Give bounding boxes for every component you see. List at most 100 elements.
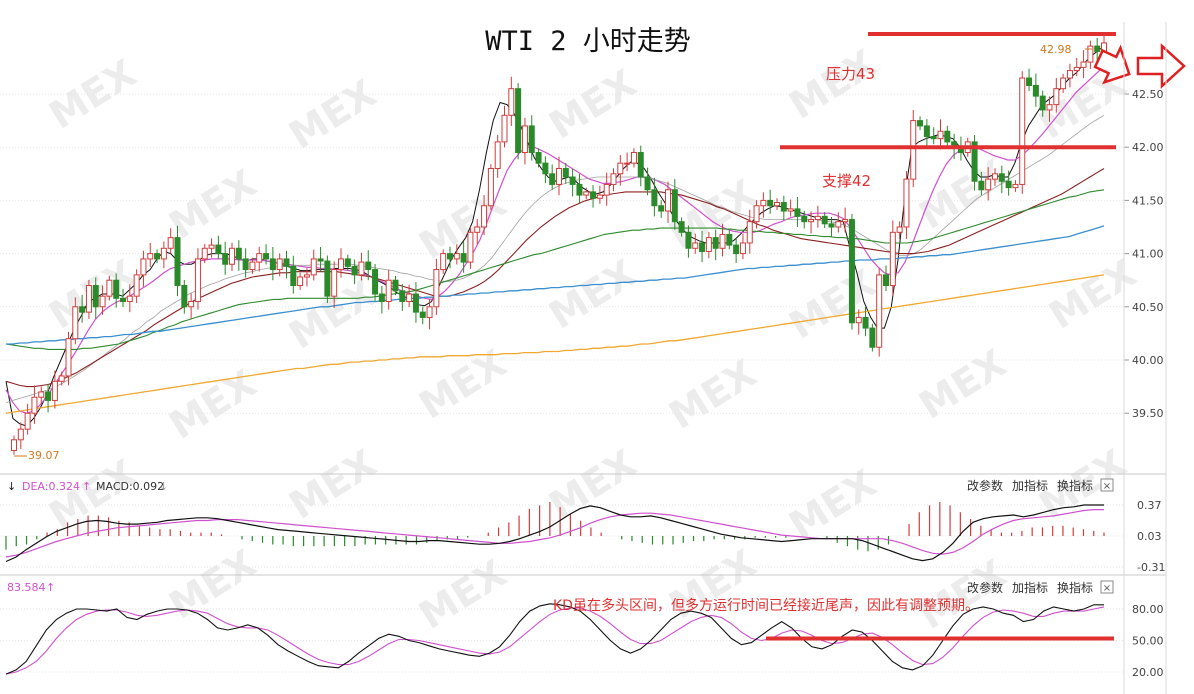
candle-body bbox=[331, 269, 338, 297]
candle-body bbox=[358, 261, 365, 276]
kd-annotation: KD虽在多头区间，但多方运行时间已经接近尾声，因此有调整预期。 bbox=[553, 597, 979, 614]
candle-body bbox=[794, 208, 801, 217]
candle-body bbox=[113, 279, 120, 299]
candle-body bbox=[501, 114, 508, 143]
up-arrow-icon: ↑ bbox=[46, 581, 55, 594]
candle-body bbox=[1032, 84, 1039, 97]
dea-value: DEA:0.324 bbox=[22, 480, 80, 493]
candle-body bbox=[678, 221, 685, 233]
candle-body bbox=[38, 391, 45, 398]
candle-body bbox=[45, 391, 52, 401]
close-icon[interactable] bbox=[1100, 478, 1114, 492]
red-arrow-icon bbox=[1093, 43, 1186, 89]
switch-indicator-button[interactable]: 换指标 bbox=[1057, 478, 1093, 493]
candle-body bbox=[433, 269, 440, 308]
candle-body bbox=[569, 176, 576, 185]
candle-body bbox=[733, 244, 740, 255]
candle-body bbox=[562, 167, 569, 178]
candle-body bbox=[194, 258, 201, 302]
kd-axis: 80.00 50.00 20.00 bbox=[1132, 603, 1164, 679]
candle-body bbox=[378, 293, 385, 302]
candle-body bbox=[896, 226, 903, 233]
candle-body bbox=[726, 233, 733, 246]
candle-body bbox=[242, 258, 249, 271]
up-arrow-icon: ↑ bbox=[82, 480, 91, 493]
candle-body bbox=[487, 167, 494, 207]
candle-body bbox=[426, 306, 433, 318]
change-params-button[interactable]: 改参数 bbox=[967, 478, 1003, 493]
candle-body bbox=[808, 219, 815, 223]
candle-body bbox=[637, 152, 644, 178]
candle-body bbox=[889, 231, 896, 287]
candle-body bbox=[467, 231, 474, 263]
candle-body bbox=[671, 189, 678, 223]
macd-tick-label: -0.31 bbox=[1137, 561, 1165, 574]
candle-body bbox=[1026, 77, 1033, 86]
down-arrow-icon: ↓ bbox=[7, 480, 16, 493]
candle-body bbox=[51, 380, 58, 401]
candle-body bbox=[903, 178, 910, 228]
candle-body bbox=[978, 180, 985, 191]
candle-body bbox=[147, 253, 154, 260]
macd-line-macd bbox=[5, 504, 1104, 563]
candle-body bbox=[460, 253, 467, 263]
candle-body bbox=[528, 125, 535, 154]
add-indicator-button[interactable]: 加指标 bbox=[1012, 478, 1048, 493]
candle-body bbox=[310, 258, 317, 276]
candle-body bbox=[1012, 183, 1019, 189]
candle-body bbox=[215, 244, 222, 255]
candle-body bbox=[624, 162, 631, 165]
candle-body bbox=[630, 152, 637, 164]
candle-body bbox=[821, 215, 828, 225]
macd-toolbar: 改参数 加指标 换指标 × bbox=[967, 478, 1114, 493]
candle-body bbox=[556, 167, 562, 185]
macd-value: MACD:0.092 bbox=[96, 480, 164, 493]
candle-body bbox=[133, 274, 140, 297]
candle-body bbox=[303, 274, 310, 278]
candle-body bbox=[297, 276, 304, 287]
add-indicator-button[interactable]: 加指标 bbox=[1012, 580, 1048, 595]
candle-body bbox=[399, 290, 406, 302]
candle-body bbox=[862, 316, 869, 329]
candle-body bbox=[99, 295, 106, 308]
kd-header: 83.584 ↑ bbox=[7, 581, 55, 594]
candle-body bbox=[85, 285, 92, 313]
candle-body bbox=[1046, 104, 1053, 111]
candle-body bbox=[712, 237, 719, 249]
price-axis: 39.50 40.00 40.50 41.00 41.50 42.00 42.50 bbox=[1124, 88, 1164, 420]
resistance-label: 压力43 bbox=[826, 65, 875, 83]
candle-body bbox=[787, 208, 794, 212]
ma-line-ma20 bbox=[5, 114, 1105, 403]
candle-body bbox=[126, 295, 133, 302]
candle-body bbox=[453, 253, 460, 260]
candle-body bbox=[120, 297, 126, 302]
change-params-button[interactable]: 改参数 bbox=[967, 580, 1003, 595]
candle-body bbox=[201, 247, 208, 260]
candle-body bbox=[699, 242, 706, 252]
price-tick-label: 40.50 bbox=[1132, 301, 1164, 314]
candle-body bbox=[1066, 70, 1073, 79]
switch-indicator-button[interactable]: 换指标 bbox=[1057, 580, 1093, 595]
candle-body bbox=[549, 173, 556, 185]
ma-line-ma60 bbox=[5, 189, 1105, 350]
candle-body bbox=[603, 183, 610, 196]
candle-body bbox=[869, 327, 876, 348]
ma-line-ma250 bbox=[5, 274, 1105, 414]
macd-tick-label: 0.37 bbox=[1137, 499, 1162, 512]
close-icon[interactable] bbox=[1100, 580, 1114, 594]
candle-body bbox=[814, 215, 821, 221]
macd-grid bbox=[0, 504, 1124, 568]
candle-body bbox=[412, 293, 419, 313]
candle-body bbox=[11, 439, 17, 451]
candle-body bbox=[447, 253, 453, 260]
kd-lines bbox=[5, 603, 1105, 675]
candle-body bbox=[317, 258, 324, 262]
kd-tick-label: 80.00 bbox=[1132, 603, 1164, 616]
candle-body bbox=[596, 194, 603, 199]
candle-body bbox=[338, 258, 344, 271]
candle-body bbox=[92, 285, 99, 308]
candle-body bbox=[1039, 95, 1046, 111]
candle-body bbox=[542, 162, 549, 175]
candle-body bbox=[392, 279, 399, 292]
